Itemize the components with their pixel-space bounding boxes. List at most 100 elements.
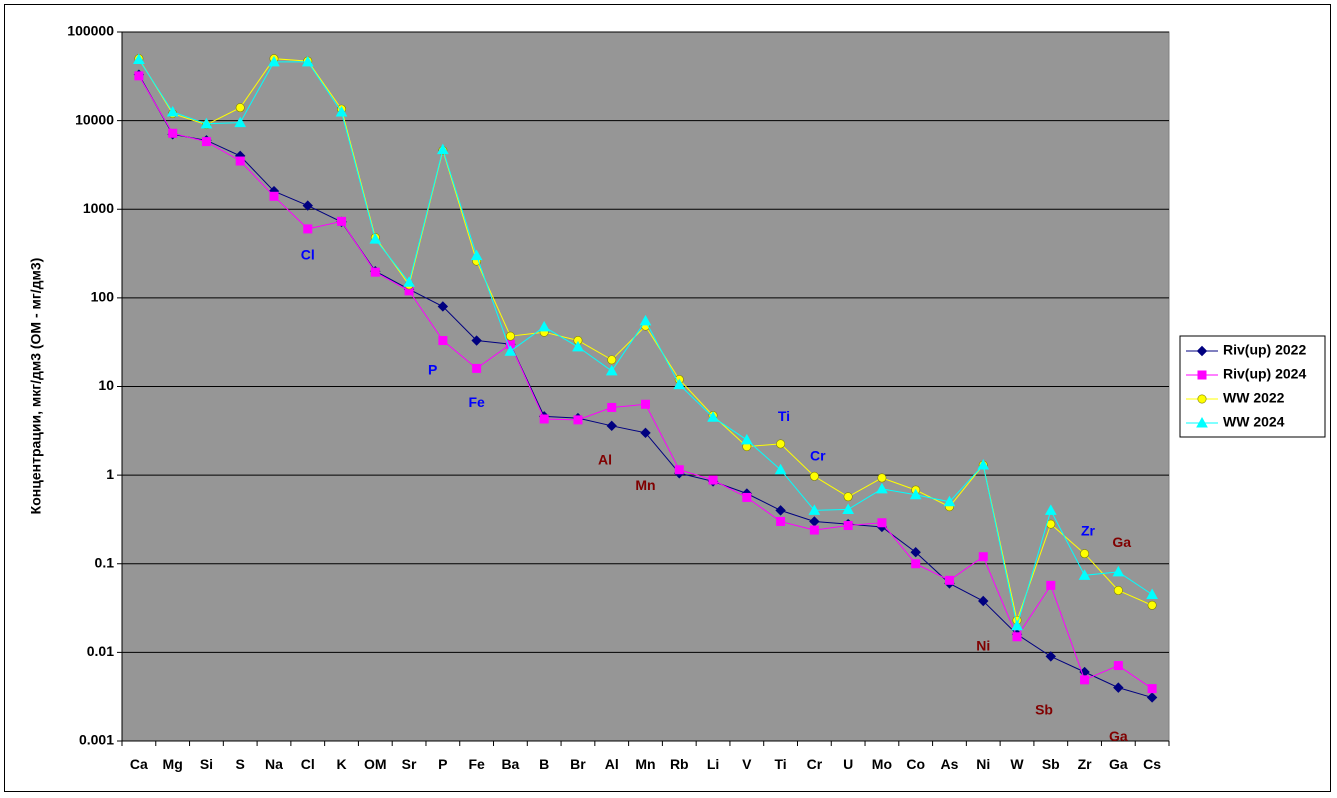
x-tick-label-Zr: Zr	[1078, 756, 1093, 772]
data-point-V	[740, 433, 753, 445]
data-point-Mo	[877, 518, 887, 528]
x-tick-label-Ga: Ga	[1109, 756, 1128, 772]
data-point-Na	[269, 191, 279, 201]
data-point-Cs	[1146, 692, 1158, 703]
x-tick-label-Cr: Cr	[807, 756, 823, 772]
series-group	[133, 53, 1158, 703]
data-point-Sb	[1044, 504, 1057, 515]
data-point-Mg	[166, 106, 179, 117]
y-tick-label: 0.001	[79, 732, 114, 748]
data-point-Cl	[302, 200, 313, 211]
data-point-Mn	[639, 314, 652, 326]
annotation-Zr: Zr	[1081, 522, 1096, 538]
data-point-Ni	[978, 552, 988, 562]
x-tick-label-Fe: Fe	[468, 756, 485, 772]
line-chart: 100000 10000 1000 100 10 1 0.1 0.01 0.001 Ca Mg Si…	[28, 23, 1326, 772]
x-tick-label-Al: Al	[605, 756, 619, 772]
legend-marker	[1197, 394, 1207, 404]
y-tick-label: 10	[98, 377, 114, 393]
data-point-W	[1012, 632, 1022, 642]
data-point-Ni	[978, 595, 989, 607]
y-tick-label: 100	[91, 289, 115, 305]
x-tick-label-Mg: Mg	[163, 756, 183, 772]
data-point-Mn	[640, 427, 651, 439]
data-point-Fe	[471, 335, 482, 346]
legend: Riv(up) 2022 Riv(up) 2024 WW 2022 WW 2024	[1179, 335, 1326, 438]
data-point-S	[234, 116, 247, 128]
data-point-Ga	[1113, 585, 1123, 595]
data-point-As	[944, 575, 954, 585]
data-point-Zr	[1078, 569, 1091, 580]
data-point-Ni	[977, 458, 990, 470]
y-tick-label: 1	[106, 466, 114, 482]
legend-item-1: Riv(up) 2024	[1186, 366, 1306, 382]
data-point-Cr	[808, 504, 821, 515]
x-tick-label-W: W	[1010, 756, 1024, 772]
legend-label: WW 2022	[1223, 390, 1285, 406]
data-point-Si	[200, 117, 213, 129]
annotation-Ga: Ga	[1112, 534, 1131, 550]
data-point-P	[438, 336, 448, 346]
annotation-Al: Al	[598, 452, 612, 468]
data-point-Rb	[673, 378, 686, 390]
x-tick-label-K: K	[336, 756, 346, 772]
legend-marker	[1197, 370, 1207, 380]
data-point-Fe	[470, 249, 483, 261]
data-point-Al	[607, 402, 617, 412]
data-point-V	[742, 492, 752, 502]
data-point-Cl	[303, 224, 313, 234]
data-point-U	[842, 503, 854, 514]
data-point-Co	[910, 546, 921, 558]
chart-frame: 100000 10000 1000 100 10 1 0.1 0.01 0.001 Ca Mg Si…	[4, 4, 1331, 792]
data-point-Al	[605, 364, 618, 376]
data-point-Fe	[472, 363, 482, 373]
y-axis-label: Концентрации, мкг/дм3 (ОМ - мг/дм3)	[28, 258, 44, 515]
x-tick-label-Ba: Ba	[501, 756, 519, 772]
x-tick-label-OM: OM	[364, 756, 387, 772]
data-point-As	[943, 495, 956, 507]
data-point-Co	[911, 559, 921, 569]
x-tick-label-Br: Br	[570, 756, 586, 772]
data-point-K	[335, 106, 348, 117]
data-point-OM	[370, 267, 380, 277]
legend-item-3: WW 2024	[1186, 414, 1285, 430]
x-tick-label-Cl: Cl	[301, 756, 315, 772]
annotation-Ni: Ni	[976, 638, 990, 654]
data-point-Li	[708, 475, 718, 485]
annotation-Ti: Ti	[778, 408, 790, 424]
annotation-Fe: Fe	[468, 394, 485, 410]
data-point-U	[843, 521, 853, 531]
legend-marker	[1196, 345, 1208, 357]
x-tick-label-Mo: Mo	[872, 756, 892, 772]
data-point-P	[437, 301, 449, 312]
data-point-Ca	[133, 53, 145, 64]
series-riv-up-2024	[134, 71, 1157, 694]
legend-label: Riv(up) 2022	[1223, 342, 1306, 358]
legend-marker	[1196, 416, 1208, 428]
data-point-Zr	[1080, 675, 1090, 685]
data-point-S	[235, 103, 245, 113]
data-point-Li	[707, 411, 719, 422]
annotation-Sb: Sb	[1035, 701, 1053, 717]
y-tick-label: 10000	[75, 111, 114, 127]
data-point-Si	[201, 137, 211, 147]
data-point-Sr	[403, 276, 415, 287]
data-point-Cl	[301, 55, 314, 67]
x-tick-label-Sr: Sr	[402, 756, 417, 772]
data-point-Ca	[134, 71, 144, 81]
data-point-P	[437, 143, 449, 155]
legend-item-2: WW 2022	[1186, 390, 1285, 406]
data-point-Na	[268, 55, 280, 67]
x-tick-label-Na: Na	[265, 756, 283, 772]
data-point-Cs	[1146, 588, 1158, 599]
data-point-Ba	[505, 331, 515, 341]
x-tick-label-Ti: Ti	[774, 756, 786, 772]
data-point-W	[1011, 619, 1023, 631]
data-point-Cs	[1147, 600, 1157, 610]
data-point-Mn	[641, 399, 650, 409]
annotation-labels: Cl P Fe Al Mn Ti Cr Ni Sb Zr Ga Ga	[301, 246, 1132, 744]
data-point-S	[235, 156, 245, 166]
data-point-B	[539, 414, 549, 424]
data-point-Ga	[1113, 661, 1123, 671]
data-point-Cr	[809, 525, 819, 535]
